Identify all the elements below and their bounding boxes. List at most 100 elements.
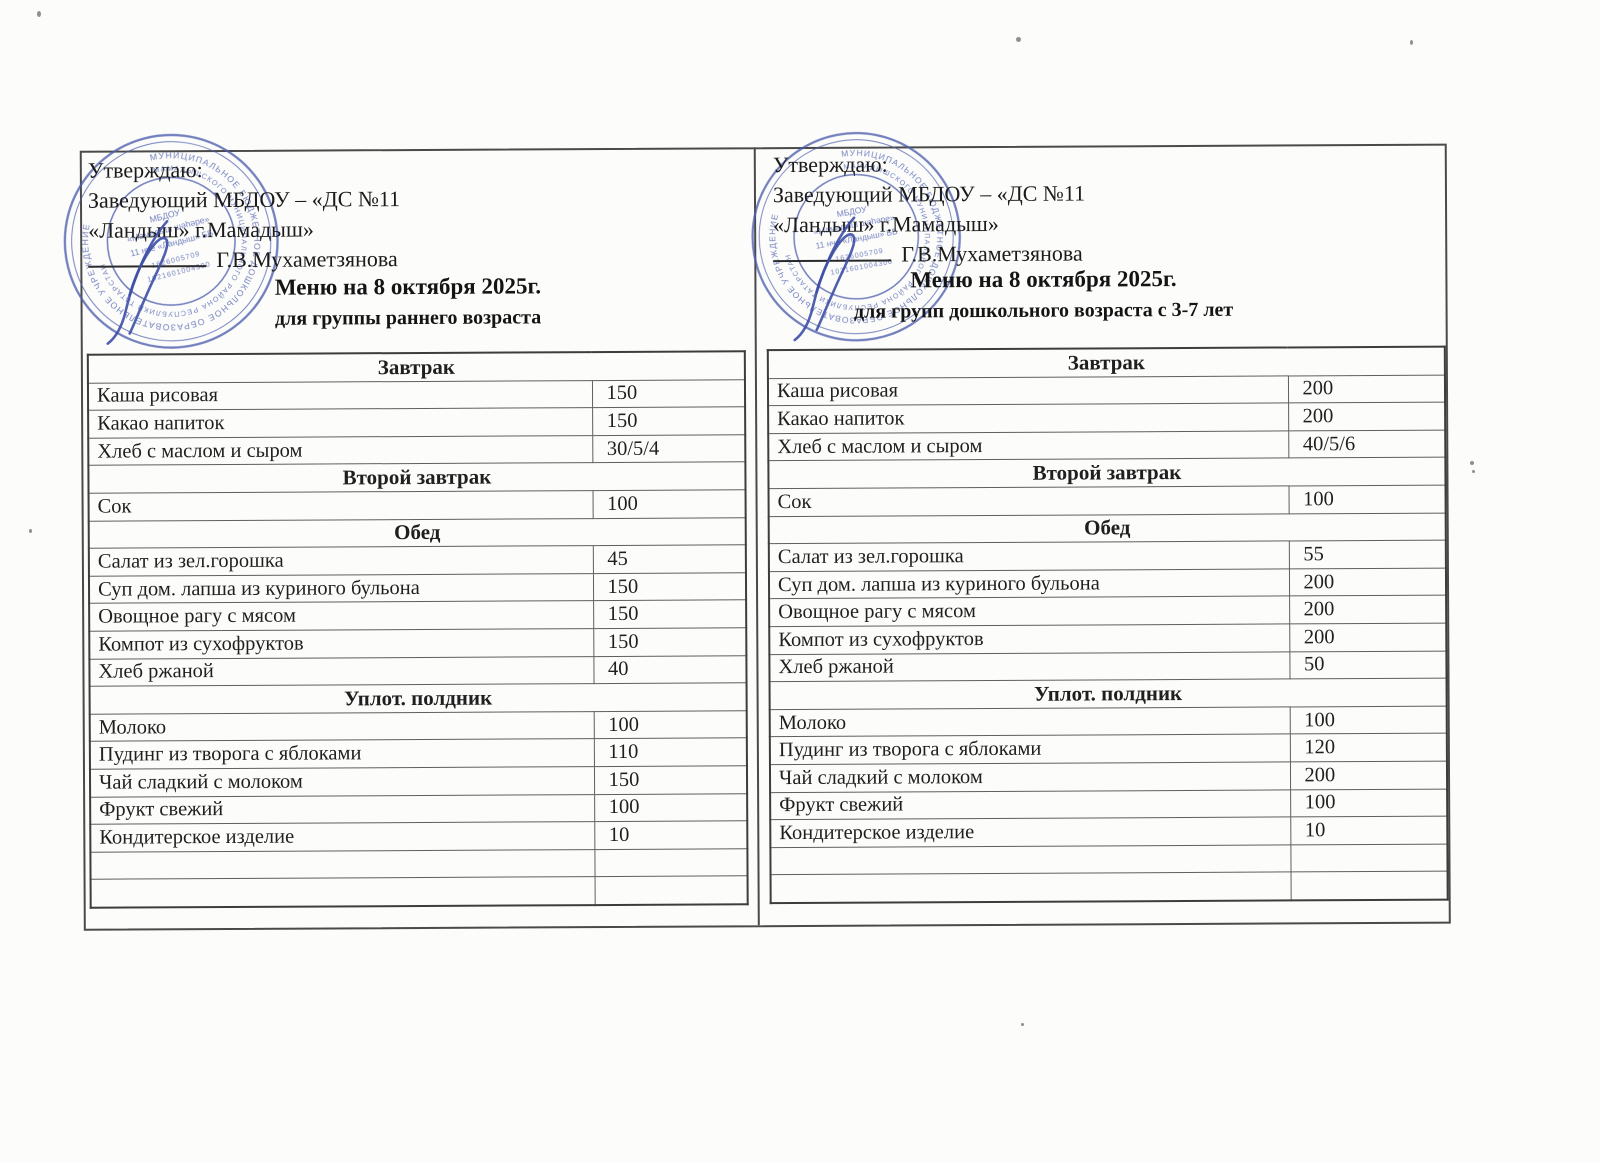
dish-quantity: 110 — [593, 738, 747, 767]
dish-quantity: 100 — [592, 489, 746, 519]
dish-quantity: 100 — [594, 793, 748, 822]
menu-section-header: Уплот. полдник — [769, 678, 1447, 710]
menu-section-row: Уплот. полдник — [769, 678, 1447, 710]
dish-name: Фрукт свежий — [770, 789, 1291, 820]
menu-table-early-age: Завтрак Каша рисовая 150 Какао напиток 150 Хл… — [86, 350, 749, 909]
dish-quantity: 50 — [1289, 650, 1447, 680]
dish-quantity: 10 — [594, 820, 748, 850]
dish-name: Какао напиток — [88, 407, 593, 439]
scan-speck — [1016, 37, 1021, 42]
menu-section-row: Обед — [768, 512, 1446, 544]
dish-name: Чай сладкий с молоком — [769, 761, 1291, 793]
signature-icon — [106, 220, 169, 345]
menu-row: Сок 100 — [88, 489, 746, 521]
menu-section-row: Обед — [88, 517, 746, 549]
menu-row: Салат из зел.горошка 55 — [768, 540, 1446, 572]
menu-section-header: Обед — [88, 517, 746, 549]
menu-column-early-age: МУНИЦИПАЛЬНОЕ БЮДЖЕТНОЕ ДОШКОЛЬНОЕ ОБРАЗ… — [0, 0, 1597, 909]
dish-quantity: 200 — [1288, 402, 1446, 431]
menu-row: Хлеб с маслом и сыром 40/5/6 — [768, 429, 1446, 462]
menu-row: Фрукт свежий 100 — [770, 788, 1448, 820]
menu-row: Каша рисовая 200 — [767, 374, 1446, 406]
menu-section-header: Второй завтрак — [768, 457, 1446, 489]
scan-speck — [1021, 1023, 1024, 1026]
dish-name: Овощное рагу с мясом — [769, 596, 1290, 627]
dish-quantity: 150 — [593, 627, 747, 657]
dish-quantity: 150 — [592, 572, 747, 601]
scan-speck — [1410, 40, 1413, 45]
menu-row: Сок 100 — [768, 485, 1446, 517]
dish-quantity: 120 — [1289, 733, 1447, 762]
menu-section-row: Второй завтрак — [88, 462, 746, 494]
dish-quantity: 100 — [1289, 705, 1447, 735]
menu-row — [90, 876, 748, 908]
menu-row: Овощное рагу с мясом 200 — [769, 595, 1447, 627]
dish-quantity: 200 — [1289, 761, 1448, 790]
dish-quantity: 200 — [1287, 374, 1446, 404]
menu-row: Овощное рагу с мясом 150 — [89, 600, 747, 632]
menu-row: Чай сладкий с молоком 150 — [89, 765, 748, 797]
dish-name: Хлеб с маслом и сыром — [768, 430, 1289, 462]
menu-row — [90, 848, 748, 880]
dish-name: Суп дом. лапша из куриного бульона — [88, 573, 594, 604]
dish-quantity: 150 — [592, 406, 746, 436]
dish-quantity: 45 — [592, 544, 746, 574]
menu-row: Суп дом. лапша из куриного бульона 150 — [88, 572, 747, 604]
dish-quantity: 100 — [593, 710, 747, 739]
dish-quantity: 10 — [1290, 816, 1448, 845]
dish-name: Хлеб ржаной — [89, 656, 594, 687]
menu-row: Молоко 100 — [769, 705, 1447, 737]
dish-name: Какао напиток — [768, 403, 1289, 434]
menu-row: Компот из сухофруктов 200 — [769, 623, 1447, 655]
menu-row: Компот из сухофруктов 150 — [89, 627, 747, 659]
menu-row: Хлеб ржаной 40 — [89, 655, 747, 687]
scan-speck — [29, 529, 32, 533]
menu-section-row: Завтрак — [87, 351, 745, 383]
approval-line: Утверждаю: — [87, 157, 203, 183]
approval-line: Утверждаю: — [772, 151, 888, 178]
dish-name: Кондитерское изделие — [90, 821, 595, 852]
menu-row: Какао напиток 150 — [88, 406, 746, 439]
dish-name: Компот из сухофруктов — [89, 628, 594, 659]
menu-row: Кондитерское изделие 10 — [90, 820, 748, 852]
signature-icon — [793, 216, 856, 342]
dish-name: Молоко — [769, 706, 1290, 737]
dish-name: Сок — [768, 485, 1289, 517]
dish-name: Пудинг из творога с яблоками — [89, 738, 594, 770]
dish-quantity: 40/5/6 — [1288, 429, 1446, 459]
menu-section-row: Уплот. полдник — [89, 682, 747, 714]
dish-name — [770, 872, 1291, 904]
menu-section-header: Завтрак — [87, 351, 745, 383]
dish-name: Хлеб с маслом и сыром — [88, 435, 593, 466]
dish-name: Каша рисовая — [87, 380, 593, 411]
dish-quantity: 150 — [593, 765, 748, 795]
dish-quantity: 200 — [1289, 623, 1447, 652]
dish-quantity — [594, 848, 748, 877]
dish-name: Салат из зел.горошка — [88, 545, 593, 576]
dish-quantity: 30/5/4 — [592, 434, 746, 463]
round-stamp-icon: МУНИЦИПАЛЬНОЕ БЮДЖЕТНОЕ ДОШКОЛЬНОЕ ОБРАЗ… — [751, 131, 961, 342]
dish-name: Чай сладкий с молоком — [89, 766, 595, 797]
dish-name — [770, 844, 1291, 875]
approver-name: Г.В.Мухаметзянова — [216, 246, 398, 273]
dish-name: Молоко — [89, 711, 594, 742]
menu-row — [770, 871, 1448, 904]
dish-quantity: 200 — [1289, 595, 1447, 624]
approval-line: Заведующий МБДОУ – «ДС №11 — [87, 186, 401, 213]
dish-name: Сок — [88, 490, 593, 521]
menu-row: Суп дом. лапша из куриного бульона 200 — [768, 567, 1447, 600]
dish-quantity — [594, 876, 748, 905]
dish-quantity: 150 — [591, 379, 746, 408]
menu-row: Хлеб ржаной 50 — [769, 650, 1447, 682]
dish-name: Каша рисовая — [767, 375, 1289, 406]
menu-table-preschool: Завтрак Каша рисовая 200 Какао напиток 200 Хл… — [766, 345, 1449, 905]
dish-quantity: 100 — [1288, 485, 1446, 514]
dish-name: Овощное рагу с мясом — [89, 600, 594, 632]
menu-row: Пудинг из творога с яблоками 120 — [769, 733, 1447, 765]
dish-quantity: 150 — [593, 600, 747, 629]
menu-section-row: Завтрак — [767, 346, 1445, 379]
menu-section-header: Второй завтрак — [88, 462, 746, 494]
dish-name — [90, 876, 595, 908]
